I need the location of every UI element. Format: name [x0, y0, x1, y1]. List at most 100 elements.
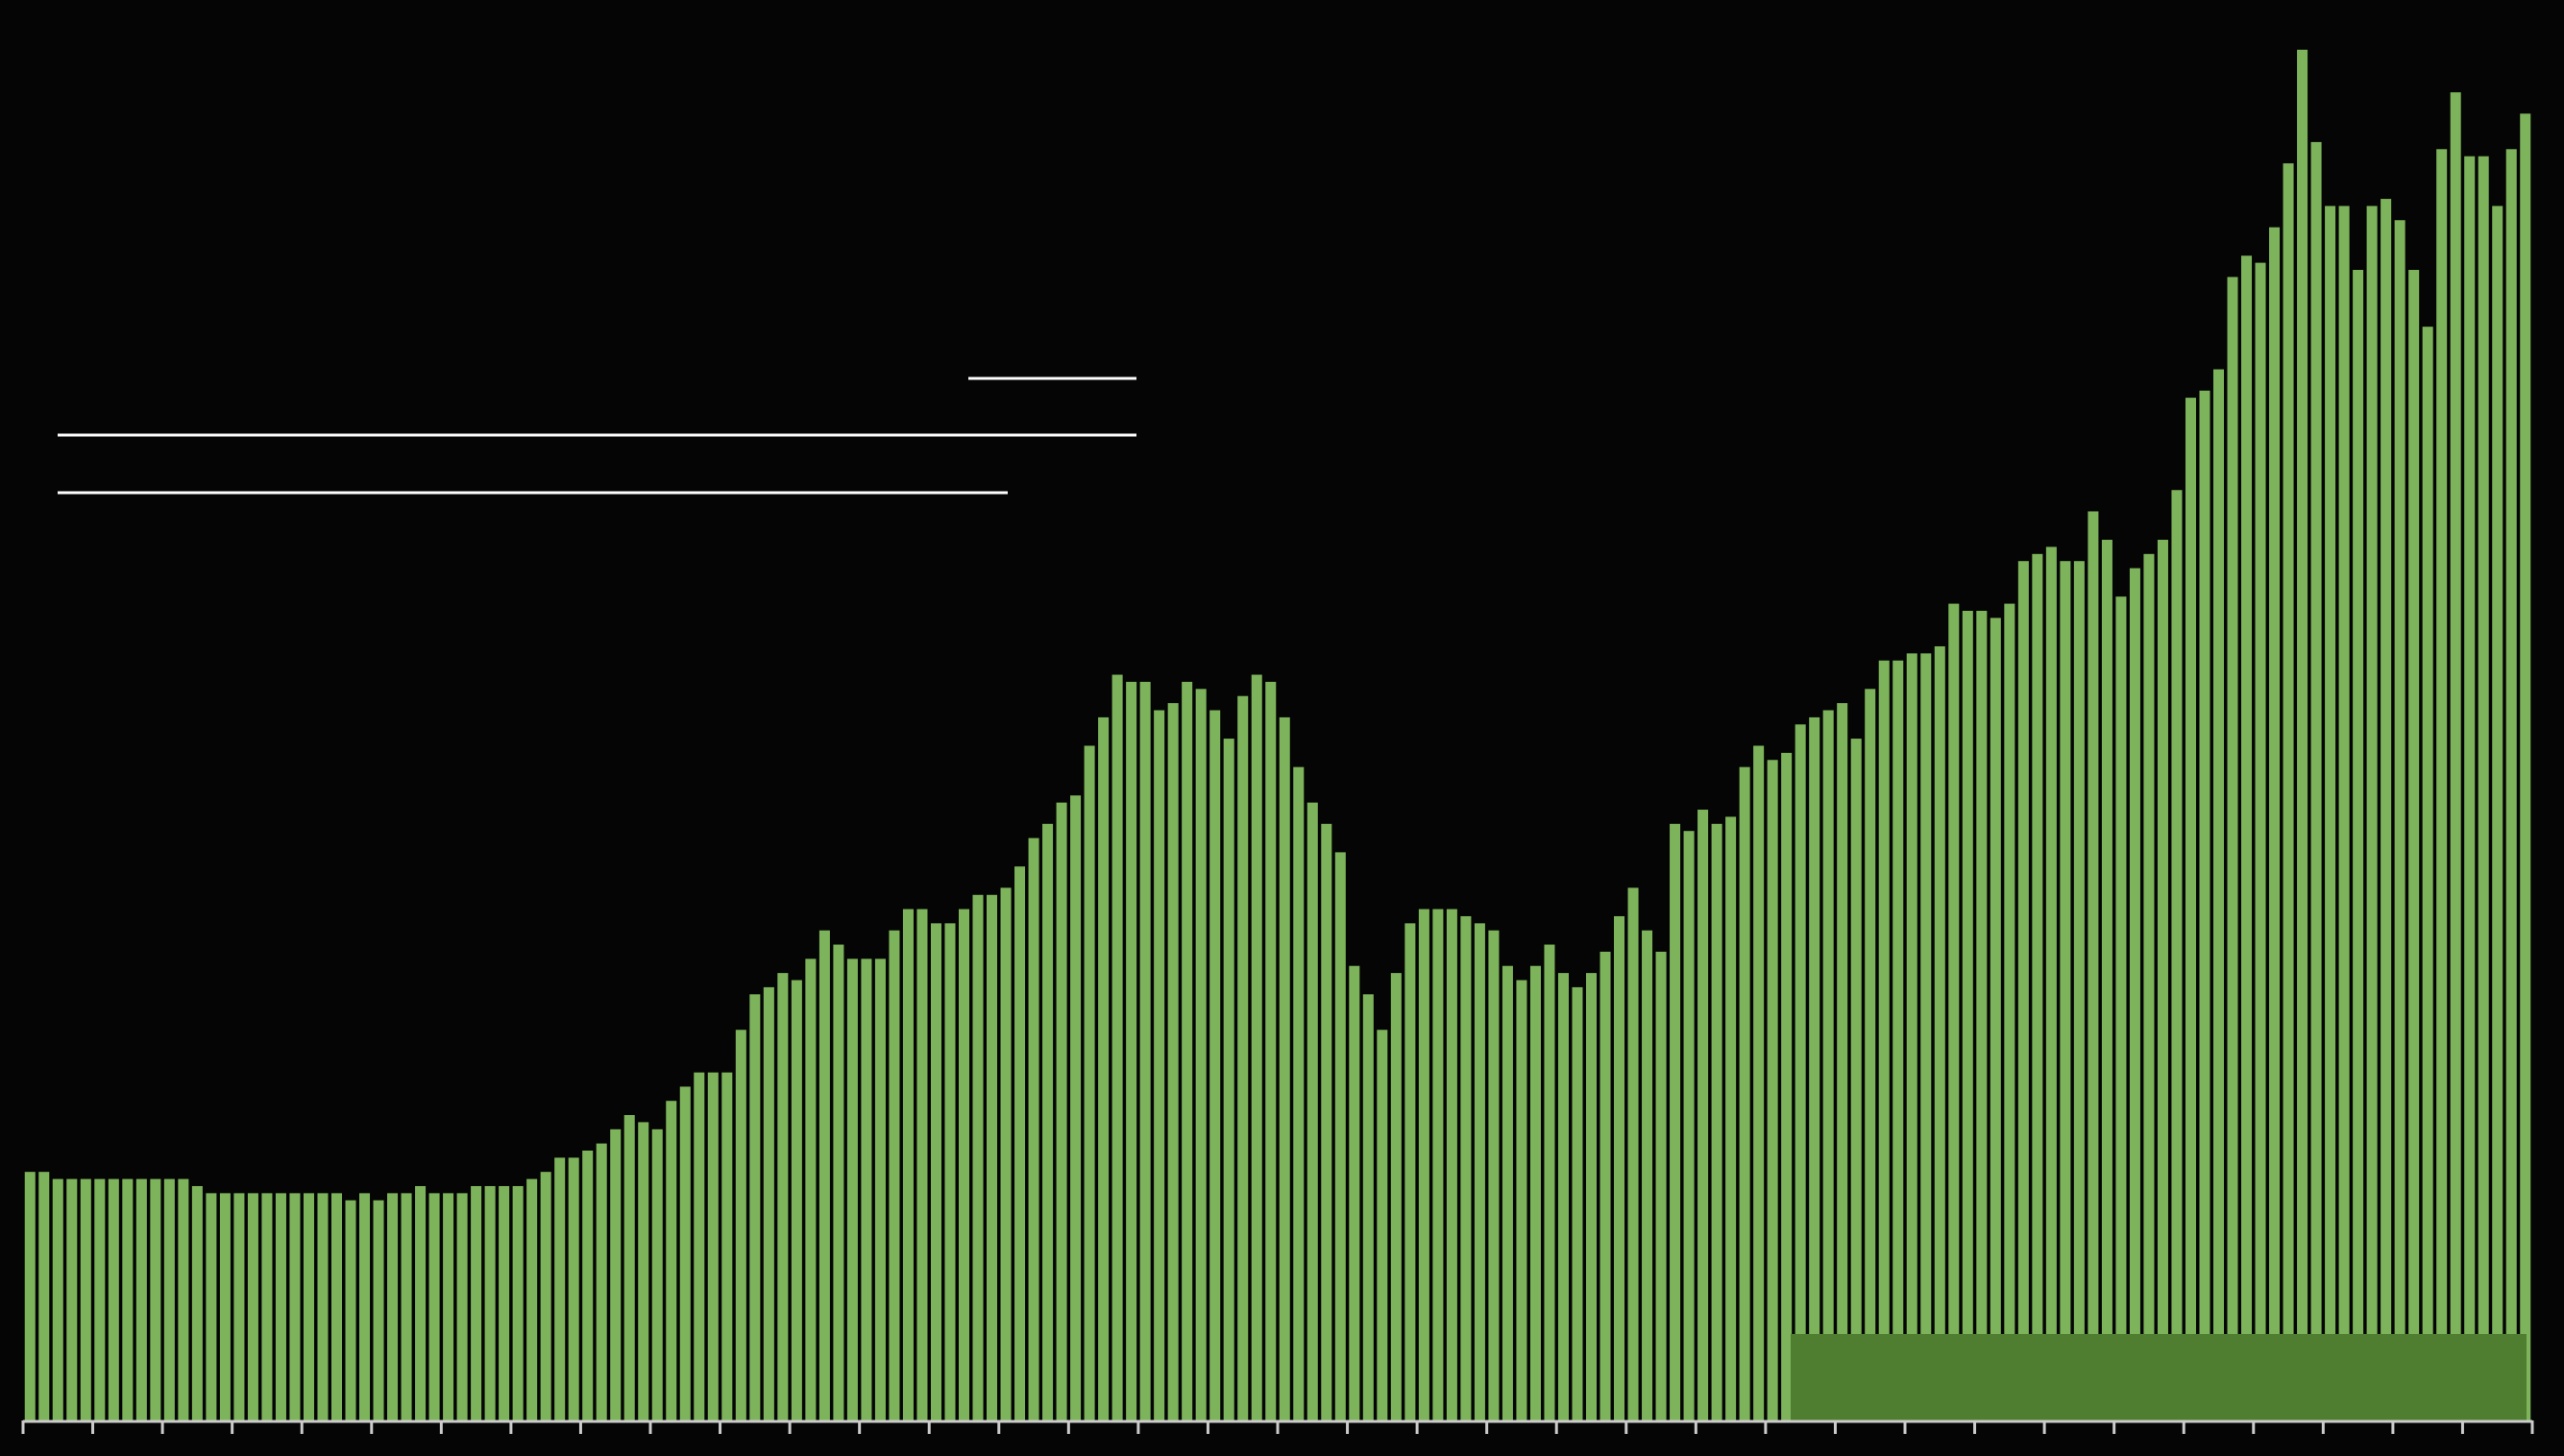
bar: [1279, 716, 1290, 1420]
bar: [2045, 546, 2057, 1420]
bar: [2338, 206, 2350, 1421]
bar: [777, 973, 789, 1420]
bar: [987, 894, 998, 1420]
bar: [94, 1178, 106, 1420]
bar: [721, 1072, 733, 1420]
bar: [651, 1128, 663, 1420]
x-axis: [21, 1420, 2534, 1434]
bar: [889, 930, 900, 1420]
bar: [317, 1193, 329, 1420]
bar: [1293, 766, 1305, 1420]
bar: [1084, 745, 1095, 1420]
bar: [108, 1178, 119, 1420]
bar: [763, 986, 774, 1420]
bar: [345, 1200, 356, 1420]
bar: [415, 1185, 427, 1420]
bar: [1349, 965, 1360, 1420]
bar: [1460, 915, 1472, 1420]
bar: [373, 1200, 384, 1420]
bar: [2129, 568, 2140, 1420]
bar: [1529, 965, 1541, 1420]
bar: [791, 980, 802, 1420]
bar: [1655, 951, 1667, 1420]
bar: [2297, 49, 2308, 1420]
bar: [958, 909, 970, 1420]
bar: [582, 1150, 594, 1420]
bar: [666, 1101, 677, 1420]
bar: [1056, 802, 1067, 1420]
bar: [2157, 540, 2168, 1420]
bar: [24, 1172, 36, 1420]
bar: [80, 1178, 91, 1420]
bar: [2185, 398, 2196, 1420]
bar: [861, 959, 872, 1420]
bar: [1488, 930, 1500, 1420]
bar: [1976, 610, 1988, 1420]
bar: [1098, 716, 1110, 1420]
bar: [596, 1143, 607, 1420]
bar: [735, 1030, 746, 1420]
bar: [818, 930, 830, 1420]
bar: [1697, 810, 1709, 1420]
bar: [38, 1172, 50, 1420]
bar: [2325, 206, 2336, 1421]
bar: [1878, 660, 1890, 1420]
bar: [1167, 703, 1179, 1420]
bar: [1557, 973, 1569, 1420]
bar: [526, 1178, 538, 1420]
bar: [1432, 909, 1444, 1420]
bar: [1920, 653, 1932, 1420]
bar: [2171, 490, 2183, 1420]
bar: [219, 1193, 231, 1420]
selection-overlay: [1791, 1334, 2527, 1420]
bar: [944, 923, 956, 1420]
bar: [805, 959, 817, 1420]
bar: [1154, 710, 1165, 1420]
bar: [275, 1193, 286, 1420]
bar: [1948, 603, 1960, 1420]
bar: [1111, 674, 1123, 1420]
bar: [2115, 596, 2127, 1420]
bar: [1000, 887, 1012, 1420]
bar: [1502, 965, 1513, 1420]
bar: [2310, 141, 2322, 1420]
bar: [1070, 795, 1082, 1420]
bar: [2464, 156, 2476, 1421]
bar: [1781, 752, 1793, 1420]
bar: [2478, 156, 2489, 1421]
bar: [1711, 823, 1722, 1420]
bar: [2353, 270, 2364, 1420]
bar: [2422, 327, 2433, 1420]
bar: [2408, 270, 2420, 1420]
bar: [1390, 973, 1402, 1420]
bar: [2255, 262, 2266, 1420]
bar: [512, 1185, 524, 1420]
bar: [930, 923, 941, 1420]
bar: [2101, 540, 2112, 1420]
bar: [1446, 909, 1457, 1420]
bar: [289, 1193, 301, 1420]
bar: [1362, 994, 1374, 1420]
bar: [1906, 653, 1917, 1420]
bar: [846, 959, 858, 1420]
bar: [874, 959, 886, 1420]
bar: [1642, 930, 1653, 1420]
bar: [1237, 695, 1249, 1420]
bar: [1572, 986, 1583, 1420]
bar: [2366, 206, 2378, 1421]
bar: [1418, 909, 1429, 1420]
bar: [1670, 823, 1681, 1420]
bar: [303, 1193, 314, 1420]
bar: [1042, 823, 1054, 1420]
bar: [1404, 923, 1416, 1420]
bar: [1962, 610, 1973, 1420]
bar: [66, 1178, 78, 1420]
bar: [902, 909, 914, 1420]
bar: [972, 894, 984, 1420]
bar: [2492, 206, 2503, 1421]
bar: [191, 1185, 203, 1420]
bar: [554, 1157, 566, 1420]
bar: [1251, 674, 1262, 1420]
